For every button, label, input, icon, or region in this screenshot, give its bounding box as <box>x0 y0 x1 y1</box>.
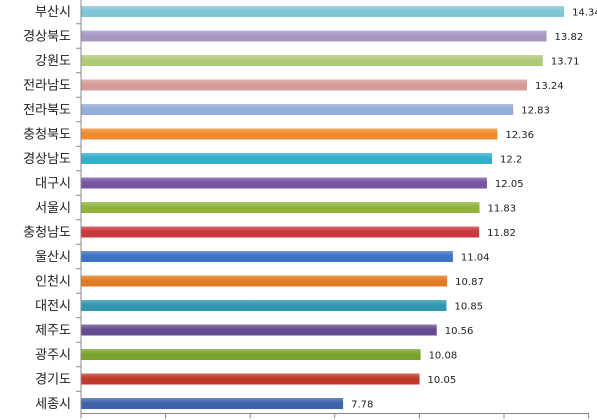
bar-10 <box>81 226 480 238</box>
category-label-14: 제주도 <box>35 324 71 339</box>
value-label-12: 10.87 <box>455 277 484 288</box>
value-label-3: 13.71 <box>551 57 580 68</box>
bar-16 <box>81 373 420 385</box>
value-label-10: 11.82 <box>487 228 516 239</box>
bar-14 <box>81 324 437 336</box>
bar-7 <box>81 153 492 164</box>
bar-12 <box>81 275 448 287</box>
value-label-14: 10.56 <box>445 326 474 337</box>
value-label-1: 14.34 <box>572 8 597 19</box>
axis-group <box>76 0 590 419</box>
bar-4 <box>81 79 528 91</box>
value-label-4: 13.24 <box>535 81 564 92</box>
bar-17 <box>81 398 344 409</box>
value-label-13: 10.85 <box>455 302 484 313</box>
category-label-15: 광주시 <box>35 348 71 363</box>
bar-5 <box>81 104 514 115</box>
category-label-8: 대구시 <box>35 177 71 192</box>
bar-13 <box>81 300 447 311</box>
value-label-11: 11.04 <box>461 253 490 264</box>
value-label-16: 10.05 <box>428 375 457 386</box>
category-label-11: 울산시 <box>35 250 71 265</box>
category-label-6: 충청북도 <box>23 128 71 143</box>
bar-11 <box>81 251 453 262</box>
category-label-5: 전라북도 <box>23 103 71 118</box>
bar-2 <box>81 30 547 42</box>
bar-1 <box>81 6 565 17</box>
value-label-7: 12.2 <box>500 155 522 166</box>
value-label-2: 13.82 <box>555 32 584 43</box>
bar-3 <box>81 55 543 66</box>
category-label-16: 경기도 <box>35 373 71 388</box>
value-label-8: 12.05 <box>495 179 524 190</box>
category-label-7: 경상남도 <box>23 152 71 167</box>
value-label-6: 12.36 <box>505 130 534 141</box>
category-label-2: 경상북도 <box>23 30 71 45</box>
value-label-9: 11.83 <box>488 204 517 215</box>
value-label-5: 12.83 <box>521 106 550 117</box>
category-label-4: 전라남도 <box>23 79 71 94</box>
category-label-13: 대전시 <box>35 299 71 314</box>
category-label-10: 충청남도 <box>23 226 71 241</box>
bar-15 <box>81 349 421 360</box>
bar-8 <box>81 177 487 189</box>
category-label-3: 강원도 <box>35 54 71 69</box>
category-label-9: 서울시 <box>35 201 71 216</box>
category-label-17: 세종시 <box>35 397 71 412</box>
bar-9 <box>81 202 480 213</box>
bar-6 <box>81 128 498 140</box>
category-label-1: 부산시 <box>35 5 71 20</box>
value-label-17: 7.78 <box>351 400 373 411</box>
bars-group: 부산시 14.34 경상북도 13.82 강원도 13.71 전라남도 13.24 전라북도 12… <box>23 5 597 412</box>
category-label-12: 인천시 <box>35 275 71 290</box>
value-label-15: 10.08 <box>429 351 458 362</box>
